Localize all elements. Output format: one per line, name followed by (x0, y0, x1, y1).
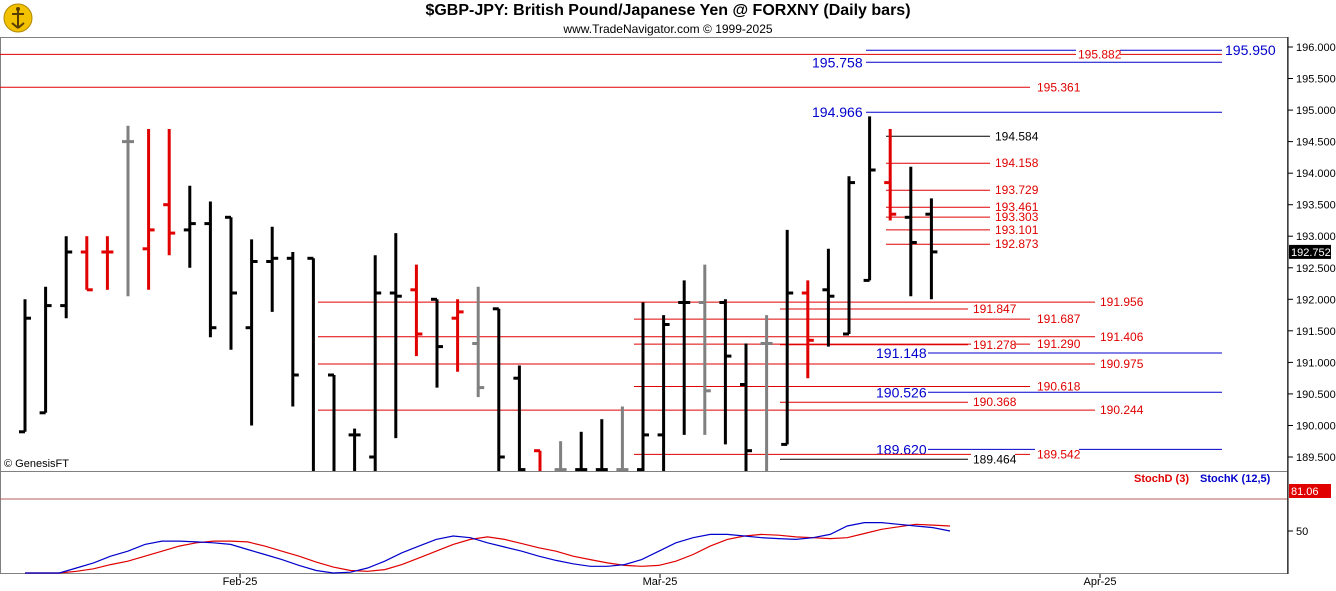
level-label-bg (1098, 330, 1142, 343)
chart-subtitle: www.TradeNavigator.com © 1999-2025 (563, 22, 773, 36)
legend-stochk: StochK (12,5) (1200, 473, 1271, 485)
y-tick-label: 196.000 (1296, 42, 1336, 54)
level-label-bg (971, 453, 1015, 466)
level-label: 193.729 (995, 183, 1039, 197)
level-label-bg (1035, 81, 1079, 94)
level-label-bg (1035, 313, 1079, 326)
y-tick-label: 192.500 (1296, 263, 1336, 275)
stoch-last-value-label: 81.06 (1291, 486, 1319, 498)
level-label: 194.584 (995, 129, 1039, 143)
level-label: 194.966 (812, 104, 863, 120)
stoch-y-tick-label: 50 (1296, 526, 1308, 538)
y-tick-label: 191.000 (1296, 357, 1336, 369)
x-tick-label: Apr-25 (1083, 576, 1116, 588)
level-label-bg (1076, 48, 1120, 61)
price-levels: 195.950 195.882 195.758 195.361 194.966 194.5… (0, 42, 1276, 466)
level-label: 191.290 (1037, 337, 1081, 351)
stochastic-lines (25, 521, 951, 574)
stochastic-series-line (25, 521, 951, 574)
y-tick-label: 192.000 (1296, 294, 1336, 306)
y-tick-label: 193.500 (1296, 200, 1336, 212)
level-label: 191.406 (1100, 330, 1144, 344)
level-label-bg (971, 303, 1015, 315)
x-tick-label: Feb-25 (223, 576, 258, 588)
level-label: 191.278 (973, 338, 1017, 352)
level-label: 190.526 (876, 384, 927, 400)
level-label: 190.368 (973, 395, 1017, 409)
x-axis: Feb-25 Mar-25 Apr-25 (223, 574, 1117, 588)
last-price-box (1289, 244, 1331, 259)
level-label: 191.148 (876, 345, 927, 361)
y-tick-label: 194.000 (1296, 168, 1336, 180)
watermark: © GenesisFT (4, 458, 69, 470)
level-label-bg (971, 396, 1015, 409)
level-label: 195.361 (1037, 80, 1081, 94)
y-tick-label: 194.500 (1296, 137, 1336, 149)
level-label: 194.158 (995, 156, 1039, 170)
price-bars (19, 116, 938, 472)
level-label: 190.975 (1100, 357, 1144, 371)
level-label-bg (993, 184, 1037, 197)
y-tick-label: 189.500 (1296, 452, 1336, 464)
stochastic-y-axis: 50 81.06 (1288, 484, 1331, 538)
level-label-bg (993, 130, 1037, 143)
level-label-bg (1035, 448, 1079, 461)
level-label-bg (993, 238, 1037, 251)
level-label-bg (993, 223, 1037, 236)
level-label-bg (1098, 296, 1142, 309)
level-label: 191.687 (1037, 312, 1081, 326)
level-label: 189.464 (973, 452, 1017, 466)
trade-navigator-logo (3, 3, 33, 33)
level-label-bg (993, 157, 1037, 170)
y-tick-label: 190.000 (1296, 421, 1336, 433)
chart-header: $GBP-JPY: British Pound/Japanese Yen @ F… (0, 0, 1336, 37)
level-label: 190.244 (1100, 403, 1144, 417)
legend-stochd: StochD (3) (1134, 473, 1189, 485)
level-label: 195.950 (1225, 42, 1276, 58)
level-label: 189.542 (1037, 447, 1081, 461)
stoch-last-value-box (1289, 484, 1331, 498)
y-tick-label: 190.500 (1296, 389, 1336, 401)
level-label: 193.461 (995, 200, 1039, 214)
level-label-bg (971, 338, 1015, 351)
level-label: 195.758 (812, 54, 863, 70)
level-label: 193.303 (995, 210, 1039, 224)
stochastic-series-line (25, 523, 951, 574)
y-tick-label: 191.500 (1296, 326, 1336, 338)
x-tick-label: Mar-25 (643, 576, 678, 588)
chart-title: $GBP-JPY: British Pound/Japanese Yen @ F… (425, 2, 911, 19)
y-tick-label: 195.500 (1296, 74, 1336, 86)
level-label: 190.618 (1037, 380, 1081, 394)
level-label-bg (1035, 380, 1079, 393)
level-label: 191.956 (1100, 295, 1144, 309)
level-label: 195.882 (1078, 47, 1122, 61)
level-label-bg (1098, 404, 1142, 417)
level-label: 193.101 (995, 223, 1039, 237)
level-label: 191.847 (973, 302, 1017, 316)
price-y-axis: 196.000 195.500 195.000 194.500 194.000 193.5… (1288, 42, 1336, 464)
level-label-bg (1035, 338, 1079, 351)
y-tick-label: 193.000 (1296, 231, 1336, 243)
last-price-label: 192.752 (1291, 247, 1331, 259)
level-label-bg (1098, 358, 1142, 370)
level-label-bg (993, 211, 1037, 224)
level-label-bg (993, 201, 1037, 214)
y-tick-label: 195.000 (1296, 105, 1336, 117)
level-label: 189.620 (876, 441, 927, 457)
stochastic-panel (0, 471, 1288, 574)
level-label: 192.873 (995, 237, 1039, 251)
